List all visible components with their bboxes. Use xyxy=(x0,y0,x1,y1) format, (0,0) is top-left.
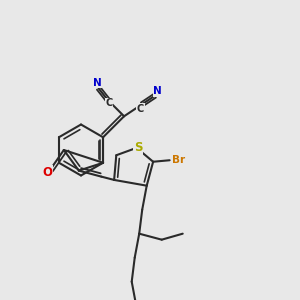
Text: C: C xyxy=(106,98,113,108)
Text: Br: Br xyxy=(172,155,185,165)
Text: N: N xyxy=(153,86,162,96)
Text: O: O xyxy=(42,166,52,179)
Text: S: S xyxy=(134,141,142,154)
Text: N: N xyxy=(93,78,101,88)
Text: C: C xyxy=(137,104,144,114)
